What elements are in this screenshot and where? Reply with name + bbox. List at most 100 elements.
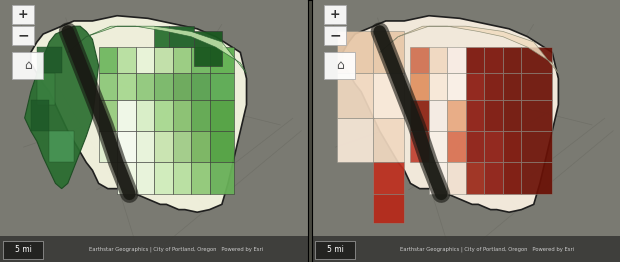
Polygon shape: [429, 131, 448, 162]
Polygon shape: [191, 162, 210, 194]
Bar: [3, 241, 43, 259]
Polygon shape: [136, 162, 154, 194]
Polygon shape: [373, 73, 404, 118]
FancyBboxPatch shape: [12, 5, 34, 24]
Polygon shape: [373, 118, 404, 162]
Polygon shape: [484, 73, 503, 100]
Polygon shape: [191, 100, 210, 131]
Text: 5 mi: 5 mi: [15, 245, 32, 254]
Polygon shape: [448, 73, 466, 100]
Polygon shape: [68, 26, 247, 73]
Polygon shape: [117, 131, 136, 162]
Polygon shape: [429, 73, 448, 100]
Text: Earthstar Geographics | City of Portland, Oregon   Powered by Esri: Earthstar Geographics | City of Portland…: [89, 247, 263, 252]
Polygon shape: [154, 100, 172, 131]
Polygon shape: [521, 162, 552, 194]
Polygon shape: [154, 131, 172, 162]
Polygon shape: [136, 47, 154, 73]
Polygon shape: [99, 73, 117, 100]
Polygon shape: [50, 131, 74, 162]
Polygon shape: [191, 131, 210, 162]
Polygon shape: [484, 100, 503, 131]
Polygon shape: [466, 100, 484, 131]
Polygon shape: [484, 131, 503, 162]
Polygon shape: [31, 16, 247, 212]
Polygon shape: [521, 73, 552, 100]
Polygon shape: [521, 47, 552, 73]
Polygon shape: [37, 73, 55, 105]
FancyBboxPatch shape: [12, 26, 34, 45]
Polygon shape: [429, 162, 448, 194]
Polygon shape: [210, 47, 234, 73]
Text: ⌂: ⌂: [335, 59, 343, 72]
Polygon shape: [466, 131, 484, 162]
Text: 5 mi: 5 mi: [327, 245, 343, 254]
Polygon shape: [337, 73, 373, 118]
Polygon shape: [466, 162, 484, 194]
Polygon shape: [448, 162, 466, 194]
FancyBboxPatch shape: [324, 26, 346, 45]
Polygon shape: [343, 16, 559, 212]
Polygon shape: [410, 100, 429, 131]
Polygon shape: [410, 47, 429, 73]
FancyBboxPatch shape: [324, 5, 346, 24]
FancyBboxPatch shape: [324, 52, 355, 79]
Polygon shape: [503, 162, 521, 194]
Polygon shape: [117, 100, 136, 131]
Bar: [312, 236, 620, 262]
Polygon shape: [210, 131, 234, 162]
Text: −: −: [329, 28, 341, 42]
Polygon shape: [337, 31, 373, 73]
Polygon shape: [25, 26, 99, 189]
Text: −: −: [17, 28, 29, 42]
Polygon shape: [429, 47, 448, 73]
Polygon shape: [172, 47, 191, 73]
Polygon shape: [379, 26, 559, 73]
Polygon shape: [194, 31, 222, 66]
Polygon shape: [154, 162, 172, 194]
Polygon shape: [429, 100, 448, 131]
Polygon shape: [99, 131, 117, 162]
Polygon shape: [136, 131, 154, 162]
Polygon shape: [172, 162, 191, 194]
Text: Earthstar Geographics | City of Portland, Oregon   Powered by Esri: Earthstar Geographics | City of Portland…: [401, 247, 575, 252]
Polygon shape: [373, 31, 404, 73]
Polygon shape: [466, 47, 484, 73]
Polygon shape: [99, 100, 117, 131]
Polygon shape: [448, 131, 466, 162]
Polygon shape: [191, 73, 210, 100]
Bar: [0, 236, 308, 262]
Polygon shape: [503, 47, 521, 73]
Polygon shape: [99, 47, 117, 73]
Polygon shape: [169, 26, 194, 47]
Polygon shape: [154, 26, 169, 47]
Polygon shape: [466, 73, 484, 100]
Polygon shape: [117, 73, 136, 100]
Polygon shape: [373, 162, 404, 194]
Polygon shape: [31, 100, 50, 131]
Polygon shape: [503, 100, 521, 131]
Polygon shape: [448, 100, 466, 131]
Polygon shape: [373, 194, 404, 223]
Polygon shape: [37, 47, 61, 73]
Polygon shape: [448, 47, 466, 73]
Text: ⌂: ⌂: [24, 59, 32, 72]
Polygon shape: [521, 131, 552, 162]
Polygon shape: [410, 73, 429, 100]
Polygon shape: [172, 100, 191, 131]
FancyBboxPatch shape: [12, 52, 43, 79]
Polygon shape: [154, 73, 172, 100]
Polygon shape: [210, 73, 234, 100]
Polygon shape: [503, 131, 521, 162]
Polygon shape: [136, 100, 154, 131]
Polygon shape: [484, 47, 503, 73]
Text: +: +: [330, 8, 340, 21]
Polygon shape: [210, 162, 234, 194]
Polygon shape: [117, 47, 136, 73]
Polygon shape: [503, 73, 521, 100]
Text: +: +: [18, 8, 29, 21]
Polygon shape: [191, 47, 210, 73]
Polygon shape: [484, 162, 503, 194]
Polygon shape: [210, 100, 234, 131]
Polygon shape: [136, 73, 154, 100]
